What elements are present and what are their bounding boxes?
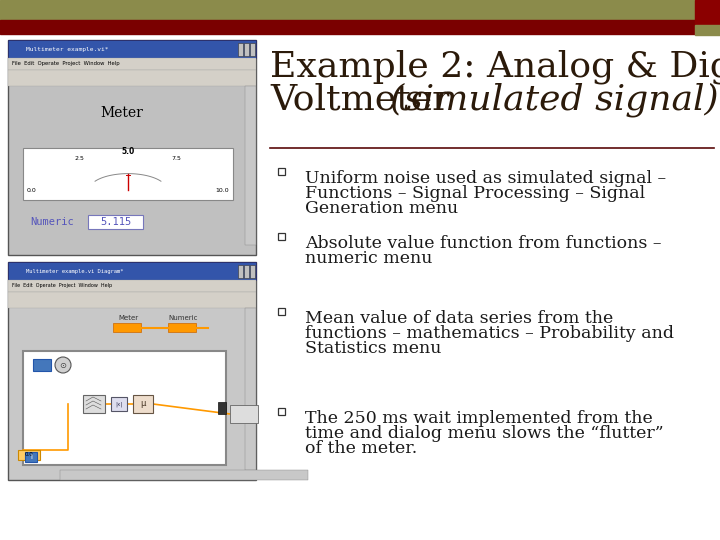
Text: Numeric: Numeric bbox=[168, 315, 198, 321]
Text: Mean value of data series from the: Mean value of data series from the bbox=[305, 310, 613, 327]
Bar bbox=[8, 70, 256, 86]
Bar bbox=[244, 43, 249, 56]
Bar bbox=[0, 20, 720, 34]
Text: 7.5: 7.5 bbox=[171, 156, 181, 161]
Text: (simulated signal): (simulated signal) bbox=[390, 82, 719, 117]
Text: Functions – Signal Processing – Signal: Functions – Signal Processing – Signal bbox=[305, 185, 645, 202]
Text: Example 2: Analog & Digital: Example 2: Analog & Digital bbox=[270, 50, 720, 84]
Bar bbox=[218, 402, 226, 414]
Circle shape bbox=[55, 357, 71, 373]
Bar bbox=[238, 265, 243, 278]
Text: 5.0: 5.0 bbox=[122, 147, 135, 156]
Bar bbox=[245, 308, 256, 470]
Bar bbox=[278, 308, 285, 315]
Bar bbox=[8, 58, 256, 70]
Bar bbox=[25, 452, 37, 462]
Text: Multimeter example.vi Diagram*: Multimeter example.vi Diagram* bbox=[26, 268, 124, 273]
Bar bbox=[8, 262, 256, 280]
Bar bbox=[113, 323, 141, 332]
Text: Multimeter example.vi*: Multimeter example.vi* bbox=[26, 46, 109, 51]
Text: Numeric: Numeric bbox=[30, 217, 73, 227]
Bar bbox=[8, 262, 256, 480]
Bar bbox=[168, 323, 196, 332]
Bar bbox=[278, 233, 285, 240]
Text: μ: μ bbox=[140, 400, 145, 408]
Bar bbox=[695, 25, 720, 35]
Bar bbox=[111, 397, 127, 411]
Text: Generation menu: Generation menu bbox=[305, 200, 458, 217]
Bar bbox=[695, 0, 720, 25]
Text: File  Edit  Operate  Project  Window  Help: File Edit Operate Project Window Help bbox=[12, 62, 120, 66]
Text: numeric menu: numeric menu bbox=[305, 250, 433, 267]
Bar bbox=[244, 265, 249, 278]
Text: functions – mathematics – Probability and: functions – mathematics – Probability an… bbox=[305, 325, 674, 342]
Text: 2.5: 2.5 bbox=[75, 156, 85, 161]
Bar bbox=[245, 86, 256, 245]
Bar bbox=[60, 470, 308, 480]
Text: of the meter.: of the meter. bbox=[305, 440, 418, 457]
Text: Absolute value function from functions –: Absolute value function from functions – bbox=[305, 235, 662, 252]
Bar bbox=[278, 168, 285, 175]
Text: File  Edit  Operate  Project  Window  Help: File Edit Operate Project Window Help bbox=[12, 284, 112, 288]
Text: |x|: |x| bbox=[115, 401, 122, 407]
Bar bbox=[8, 40, 256, 255]
Bar bbox=[23, 148, 233, 200]
Text: ⊙: ⊙ bbox=[60, 361, 66, 369]
Bar bbox=[8, 280, 256, 292]
Bar bbox=[250, 43, 255, 56]
Text: Uniform noise used as simulated signal –: Uniform noise used as simulated signal – bbox=[305, 170, 666, 187]
Bar bbox=[83, 395, 105, 413]
Bar bbox=[88, 215, 143, 229]
Bar bbox=[250, 265, 255, 278]
Text: 5.115: 5.115 bbox=[100, 217, 131, 227]
Text: time and dialog menu slows the “flutter”: time and dialog menu slows the “flutter” bbox=[305, 425, 664, 442]
Text: i: i bbox=[30, 454, 32, 460]
Text: Meter: Meter bbox=[101, 106, 143, 120]
Bar bbox=[18, 450, 40, 460]
Text: Statistics menu: Statistics menu bbox=[305, 340, 441, 357]
Bar bbox=[0, 0, 720, 20]
Text: The 250 ms wait implemented from the: The 250 ms wait implemented from the bbox=[305, 410, 653, 427]
Text: 0.0: 0.0 bbox=[24, 453, 33, 457]
Text: Voltmeter: Voltmeter bbox=[270, 82, 461, 116]
Bar bbox=[8, 292, 256, 308]
Bar bbox=[278, 408, 285, 415]
Bar bbox=[133, 395, 153, 413]
Bar bbox=[238, 43, 243, 56]
Text: Meter: Meter bbox=[118, 315, 138, 321]
Bar bbox=[33, 359, 51, 371]
Bar bbox=[8, 40, 256, 58]
Text: 0.0: 0.0 bbox=[27, 188, 37, 193]
Bar bbox=[23, 351, 226, 465]
Bar bbox=[230, 405, 258, 423]
Text: 10.0: 10.0 bbox=[215, 188, 229, 193]
